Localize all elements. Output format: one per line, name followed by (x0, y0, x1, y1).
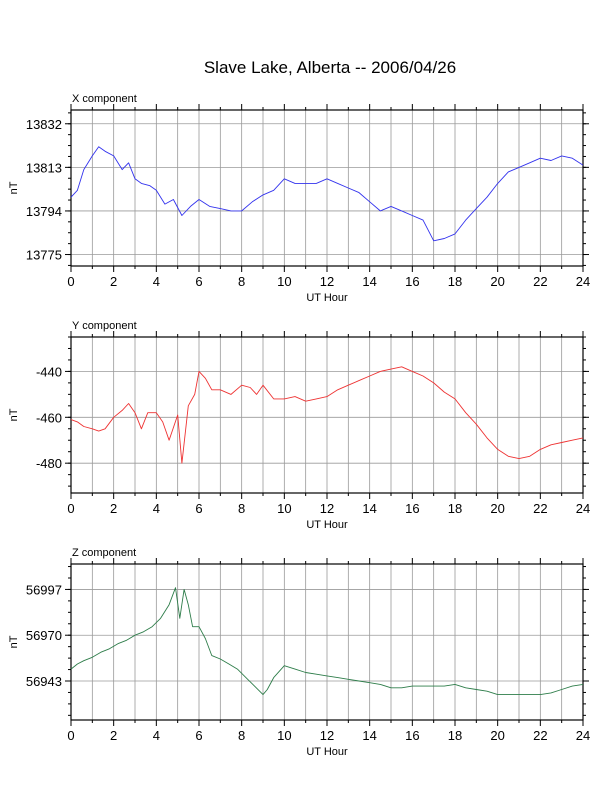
panel-2-series-line (70, 366, 584, 464)
panel-3-x-tick-label: 16 (405, 728, 419, 743)
panel-3-x-tick-label: 6 (195, 728, 202, 743)
panel-1-x-tick-label: 12 (320, 274, 334, 289)
panel-2-x-tick-label: 22 (533, 501, 547, 516)
panel-2-x-tick-label: 4 (153, 501, 160, 516)
panel-3-series-line (70, 587, 584, 696)
panel-1-x-axis-title: UT Hour (306, 292, 348, 304)
panel-1-x-tick-label: 8 (238, 274, 245, 289)
panel-2-x-tick-label: 14 (362, 501, 376, 516)
panel-3-y-axis-title: nT (8, 635, 20, 648)
panel-2-x-axis-title: UT Hour (306, 519, 348, 531)
panel-3-x-tick-label: 14 (362, 728, 376, 743)
panel-3-x-tick-label: 2 (110, 728, 117, 743)
panel-1-series-line (70, 146, 584, 242)
panel-1-y-tick-label: 13794 (26, 204, 62, 219)
panel-2-x-tick-label: 6 (195, 501, 202, 516)
panel-2-title: Y component (72, 320, 137, 332)
panel-1-x-tick-label: 22 (533, 274, 547, 289)
panel-2-y-axis-title: nT (8, 408, 20, 421)
panel-2-y-tick-label: -460 (36, 410, 62, 425)
panel-1-x-tick-label: 6 (195, 274, 202, 289)
panel-3-x-tick-label: 12 (320, 728, 334, 743)
panel-2-x-tick-label: 10 (277, 501, 291, 516)
panel-2-x-tick-label: 20 (490, 501, 504, 516)
panel-3-x-tick-label: 10 (277, 728, 291, 743)
panel-1-x-tick-label: 14 (362, 274, 376, 289)
panel-3-x-tick-label: 24 (576, 728, 590, 743)
panel-1-x-tick-label: 24 (576, 274, 590, 289)
panel-1-x-tick-label: 2 (110, 274, 117, 289)
panel-2-x-tick-label: 8 (238, 501, 245, 516)
panel-2-x-tick-label: 0 (67, 501, 74, 516)
panel-1-x-tick-label: 10 (277, 274, 291, 289)
panel-2-x-tick-label: 18 (448, 501, 462, 516)
panel-2-x-tick-label: 24 (576, 501, 590, 516)
panel-2-x-tick-label: 12 (320, 501, 334, 516)
panel-1-x-tick-label: 18 (448, 274, 462, 289)
panel-3-x-tick-label: 20 (490, 728, 504, 743)
panel-2-x-tick-label: 2 (110, 501, 117, 516)
panel-3-x-tick-label: 0 (67, 728, 74, 743)
panel-1-y-tick-label: 13775 (26, 248, 62, 263)
panel-1-y-tick-label: 13832 (26, 117, 62, 132)
panel-3-y-tick-label: 56997 (26, 582, 62, 597)
panel-3-title: Z component (72, 547, 136, 559)
panel-3-x-tick-label: 18 (448, 728, 462, 743)
panel-1-x-tick-label: 20 (490, 274, 504, 289)
panel-3-y-tick-label: 56970 (26, 628, 62, 643)
panel-1-y-tick-label: 13813 (26, 160, 62, 175)
panel-1-x-tick-label: 0 (67, 274, 74, 289)
panel-3-y-tick-label: 56943 (26, 674, 62, 689)
panel-2-y-tick-label: -480 (36, 456, 62, 471)
panel-1-x-tick-label: 16 (405, 274, 419, 289)
panel-1-title: X component (72, 93, 137, 105)
panel-3-x-tick-label: 4 (153, 728, 160, 743)
panel-3-x-axis-title: UT Hour (306, 746, 348, 758)
panel-3-x-tick-label: 8 (238, 728, 245, 743)
panel-1-y-axis-title: nT (8, 181, 20, 194)
panel-3-x-tick-label: 22 (533, 728, 547, 743)
panel-2-x-tick-label: 16 (405, 501, 419, 516)
page-title: Slave Lake, Alberta -- 2006/04/26 (203, 58, 457, 77)
panel-2-y-tick-label: -440 (36, 364, 62, 379)
panel-1-x-tick-label: 4 (153, 274, 160, 289)
